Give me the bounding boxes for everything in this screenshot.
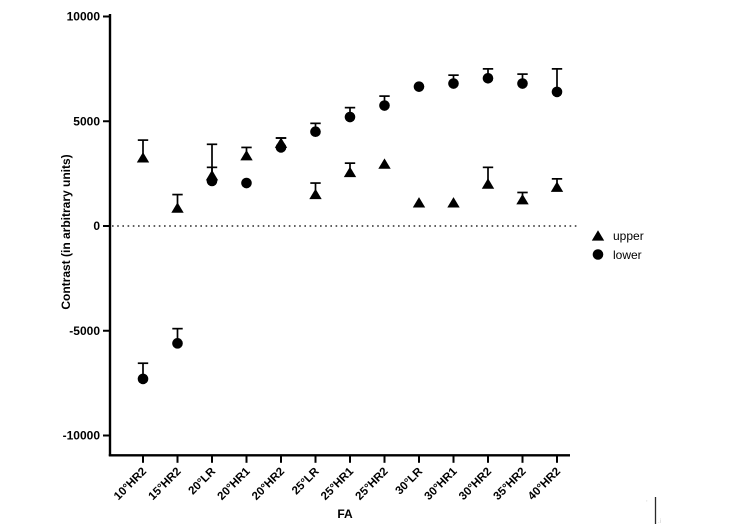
x-tick-label: 30°HR1 [423,465,460,502]
x-tick-label: 25°HR1 [319,465,356,502]
y-tick-label: -5000 [69,324,100,338]
upper-marker [412,197,426,208]
upper-marker [309,188,322,200]
lower-marker [241,177,252,189]
lower-marker [206,175,218,187]
svg-text:,: , [646,497,648,503]
x-tick-label: 35°HR2 [492,466,529,503]
lower-marker [379,100,390,111]
y-axis-title: Contrast (in arbitrary units) [59,154,73,309]
legend: upper lower [591,229,644,262]
upper-marker [516,194,529,205]
x-tick-label: 30°HR2 [457,466,494,503]
upper-marker [136,152,150,163]
x-tick-label: 40°HR2 [526,466,563,503]
upper-marker [550,181,564,192]
upper-marker [378,158,391,169]
lower-marker [310,126,321,138]
upper-marker [240,150,253,161]
x-tick-label: 20°LR [186,465,218,497]
cursor-artifact: , .i [646,497,661,525]
lower-marker [275,142,287,153]
lower-marker [413,81,425,92]
upper-marker [171,202,184,213]
lower-marker [551,86,563,98]
triangle-icon [591,230,605,241]
x-tick-label: 25°LR [290,465,322,497]
lower-marker [517,78,528,89]
x-tick-label: 25°HR2 [354,466,391,503]
x-tick-label: 10°HR2 [112,466,149,503]
y-tick-label: 0 [93,219,100,233]
lower-marker [172,338,183,349]
upper-marker [343,166,357,178]
x-tick-label: 20°HR2 [250,466,287,503]
y-tick-label: 10000 [67,10,101,24]
lower-marker [344,111,356,123]
lower-marker [448,78,459,89]
upper-marker [447,197,460,208]
x-tick-label: 20°HR1 [216,465,253,502]
circle-icon [592,249,604,260]
x-tick-label: 15°HR2 [147,466,184,503]
y-tick-label: -10000 [63,429,101,443]
y-tick-label: 5000 [73,114,100,128]
legend-upper-label: upper [613,229,644,243]
x-axis-title: FA [337,507,353,521]
lower-marker [482,73,494,84]
svg-text:.i: .i [658,519,661,525]
x-tick-label: 30°LR [393,465,425,497]
lower-marker [137,373,149,385]
upper-marker [481,178,495,189]
legend-lower-label: lower [613,248,642,262]
